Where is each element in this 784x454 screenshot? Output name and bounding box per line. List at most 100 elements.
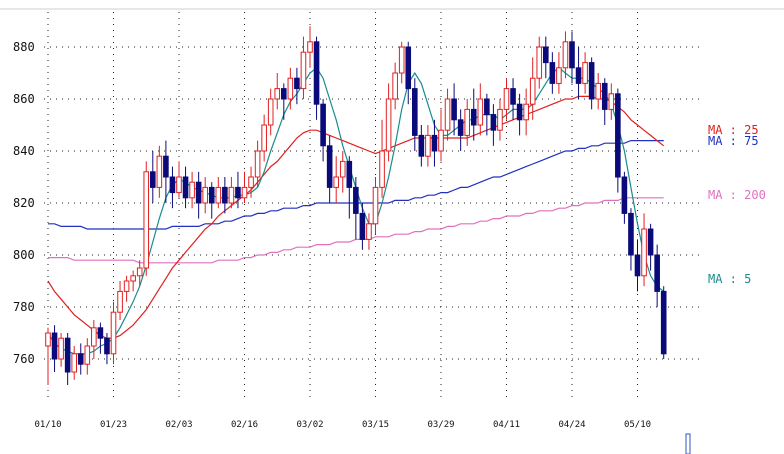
y-tick-label: 880 xyxy=(13,40,35,54)
candle xyxy=(385,83,392,162)
candle-body xyxy=(588,62,595,100)
candle xyxy=(536,36,543,89)
candle xyxy=(549,52,556,94)
y-axis-tick-labels: 760 780 800 820 840 860 880 xyxy=(13,40,35,366)
candle-body xyxy=(215,186,222,204)
candle-body xyxy=(523,103,529,121)
x-tick-label: 03/15 xyxy=(362,420,389,430)
x-tick-label: 05/10 xyxy=(624,420,651,430)
candle xyxy=(497,99,503,141)
candle xyxy=(412,78,418,151)
candle xyxy=(333,156,339,203)
candle-body xyxy=(313,41,320,105)
ma200-label: MA : 200 xyxy=(708,188,766,202)
candle xyxy=(431,119,438,167)
candle xyxy=(261,114,267,162)
candle xyxy=(569,31,575,84)
candle-body xyxy=(294,77,300,90)
candle xyxy=(267,88,274,136)
candle-body xyxy=(202,186,208,204)
candle xyxy=(228,177,235,209)
candle xyxy=(248,166,254,198)
candle xyxy=(353,177,359,240)
candle xyxy=(274,73,281,110)
y-tick-label: 860 xyxy=(13,92,35,106)
candle-body xyxy=(320,103,326,147)
candle xyxy=(202,177,208,214)
candle-body xyxy=(595,82,602,100)
candle xyxy=(254,140,261,188)
candle xyxy=(510,78,516,120)
candle-body xyxy=(163,155,169,178)
candle-body xyxy=(621,176,628,214)
candle xyxy=(320,99,326,162)
candle-body xyxy=(71,353,78,373)
candle xyxy=(169,166,176,209)
candle xyxy=(326,135,333,203)
candle-body xyxy=(130,275,136,282)
candle xyxy=(588,57,595,110)
candle xyxy=(130,270,136,292)
candle-body xyxy=(405,46,412,90)
grid xyxy=(44,12,700,402)
x-tick-label: 01/23 xyxy=(100,420,127,430)
candle-body xyxy=(359,212,366,240)
candle-body xyxy=(261,124,267,152)
candle-body xyxy=(660,290,667,355)
candle xyxy=(97,322,104,354)
candle-body xyxy=(117,290,123,313)
candle-body xyxy=(569,41,575,69)
candle xyxy=(307,26,313,68)
candle-body xyxy=(176,176,182,194)
candle xyxy=(117,281,123,320)
candle xyxy=(444,88,451,141)
candle xyxy=(392,62,398,110)
candle-body xyxy=(287,77,294,100)
candle-body xyxy=(464,108,470,136)
candle-body xyxy=(425,134,431,157)
candle-body xyxy=(615,93,621,178)
candle-body xyxy=(104,337,110,355)
candle-body xyxy=(353,186,359,214)
candle-body xyxy=(647,228,654,256)
candle-body xyxy=(110,311,117,355)
candle-body xyxy=(51,332,58,360)
candle xyxy=(503,78,510,120)
candle-body xyxy=(150,171,156,188)
ma5-label: MA : 5 xyxy=(708,272,751,286)
candle xyxy=(156,145,163,198)
candle xyxy=(490,104,497,146)
candle-body xyxy=(274,88,281,100)
candle xyxy=(163,140,169,203)
candle xyxy=(660,286,667,359)
candle-body xyxy=(418,134,425,157)
candle-body xyxy=(372,186,379,225)
candle xyxy=(281,83,287,120)
candle-body xyxy=(222,186,228,204)
candle-body xyxy=(444,98,451,131)
candle xyxy=(451,83,457,136)
candle-body xyxy=(267,98,274,126)
candle xyxy=(222,177,228,214)
candle-body xyxy=(549,62,556,84)
x-tick-label: 01/10 xyxy=(34,420,61,430)
candle-body xyxy=(143,171,150,269)
candle xyxy=(176,161,182,198)
candle xyxy=(647,223,654,271)
candle-body xyxy=(529,77,536,105)
candle-body xyxy=(208,186,215,204)
y-tick-label: 780 xyxy=(13,300,35,314)
candle-body xyxy=(123,280,130,292)
candle-body xyxy=(195,181,202,204)
y-tick-label: 800 xyxy=(13,248,35,262)
candle-body xyxy=(385,98,392,152)
candle xyxy=(575,47,582,99)
candle-body xyxy=(556,67,562,84)
candle-body xyxy=(484,98,490,116)
x-tick-label: 04/11 xyxy=(493,420,520,430)
candle-body xyxy=(366,223,372,240)
candle-body xyxy=(477,98,484,126)
candle xyxy=(294,67,300,105)
candle xyxy=(77,343,84,375)
